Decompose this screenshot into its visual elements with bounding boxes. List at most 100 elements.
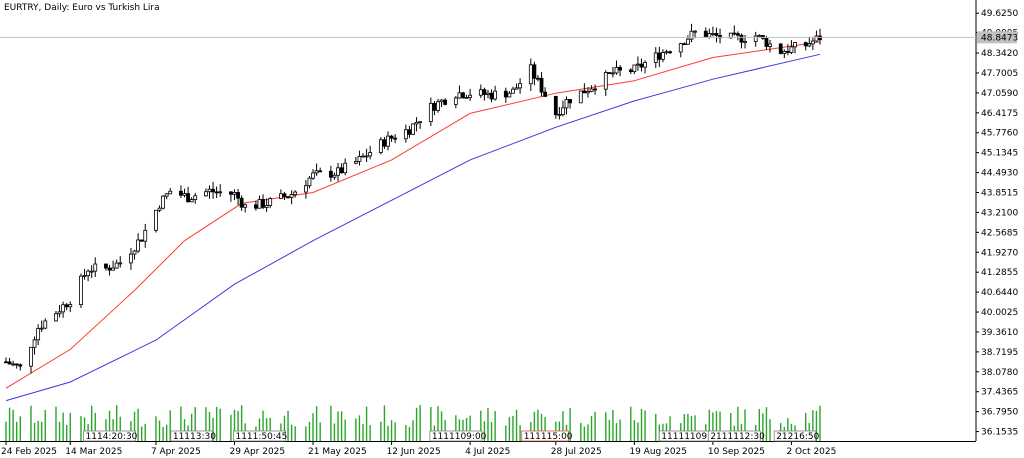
- candle-body: [532, 64, 537, 79]
- y-tick-label: 49.6250: [981, 9, 1018, 19]
- event-labels: 1114:20:30 11113:30 1111:50:45 1111109:00 11…: [83, 430, 820, 442]
- candle-body: [564, 99, 569, 109]
- y-tick-label: 36.7950: [981, 408, 1018, 418]
- candle-body: [661, 52, 665, 60]
- candle-body: [785, 51, 790, 53]
- candle-body: [578, 90, 583, 104]
- candle-body: [332, 174, 337, 178]
- candle-body: [261, 199, 265, 208]
- candle-body: [657, 52, 662, 60]
- candle-body: [328, 170, 333, 178]
- candle-body: [243, 204, 248, 208]
- candle-body: [678, 43, 683, 53]
- current-price-tag: [977, 31, 1017, 44]
- candle-body: [282, 193, 287, 198]
- candle-body: [664, 51, 669, 54]
- candle-body: [139, 239, 144, 242]
- candle-body: [318, 170, 323, 173]
- candle-body: [118, 262, 123, 265]
- candle-body: [639, 63, 644, 68]
- y-tick-label: 47.7005: [981, 69, 1018, 79]
- x-tick-label: 21 May 2025: [308, 447, 367, 457]
- candle-body: [343, 162, 348, 174]
- candle-body: [611, 72, 615, 75]
- candle-body: [11, 363, 16, 366]
- candle-body: [254, 204, 258, 209]
- candle-body: [553, 96, 558, 116]
- candle-body: [104, 263, 108, 269]
- candle-body: [586, 91, 590, 94]
- event-label-box: [233, 430, 286, 442]
- candle-body: [107, 267, 112, 271]
- candle-body: [636, 63, 640, 66]
- candle-body: [14, 363, 19, 366]
- candle-body: [229, 191, 233, 195]
- candle-body: [561, 107, 565, 116]
- candle-body: [432, 102, 437, 111]
- candle-body: [114, 262, 119, 269]
- x-tick-label: 29 Apr 2025: [229, 447, 285, 457]
- event-label: 11113:30: [173, 432, 216, 442]
- candle-body: [757, 35, 762, 37]
- candle-body: [461, 92, 465, 99]
- y-tick-label: 43.2100: [981, 208, 1018, 218]
- candle-body: [743, 41, 747, 43]
- candle-body: [428, 102, 433, 123]
- candle-body: [814, 35, 819, 42]
- candle-body: [607, 72, 612, 74]
- x-tick-label: 14 Mar 2025: [65, 447, 122, 457]
- y-tick-label: 44.4930: [981, 169, 1018, 179]
- candle-body: [136, 239, 140, 252]
- y-tick-label: 36.1535: [981, 428, 1018, 438]
- candle-body: [218, 191, 223, 194]
- event-label-box: [429, 430, 483, 442]
- candle-body: [768, 43, 772, 47]
- y-tick-label: 40.0025: [981, 308, 1018, 318]
- candle-body: [268, 198, 273, 206]
- candle-body: [7, 361, 12, 365]
- plot-area: [0, 0, 976, 441]
- candle-body: [589, 88, 594, 92]
- candle-body: [753, 35, 758, 42]
- moving-averages: [5, 41, 821, 402]
- candle-body: [61, 304, 66, 313]
- candle-body: [407, 129, 412, 135]
- candle-body: [710, 32, 715, 35]
- x-tick-label: 12 Jun 2025: [387, 447, 441, 457]
- candle-body: [693, 30, 697, 33]
- event-label: 1111109:00: [432, 432, 487, 442]
- candle-body: [614, 66, 619, 74]
- candle-body: [311, 172, 315, 179]
- candle-body: [464, 96, 469, 99]
- candle-body: [239, 197, 244, 208]
- candle-body: [32, 339, 37, 348]
- candle-body: [82, 275, 87, 277]
- event-label-box: [707, 430, 761, 442]
- candle-body: [54, 313, 58, 322]
- x-tick-label: 4 Jul 2025: [465, 447, 510, 457]
- candle-body: [257, 199, 262, 209]
- candle-body: [593, 88, 597, 91]
- y-tick-label: 46.4175: [981, 109, 1018, 119]
- candle-body: [57, 311, 62, 315]
- candle-body: [307, 177, 312, 187]
- event-label: 111115:00: [524, 432, 573, 442]
- candle-body: [436, 101, 440, 111]
- y-tick-label: 45.1345: [981, 149, 1018, 159]
- ma-fast-line: [5, 41, 821, 389]
- candle-body: [36, 328, 41, 341]
- y-tick-label: 42.5685: [981, 228, 1018, 238]
- candle-body: [536, 77, 540, 80]
- candle-body: [782, 51, 787, 54]
- candle-body: [489, 92, 494, 100]
- candle-body: [511, 88, 515, 94]
- candle-body: [79, 275, 83, 306]
- candle-body: [339, 167, 344, 174]
- candle-body: [439, 99, 444, 103]
- candle-body: [568, 99, 572, 104]
- candle-body: [39, 327, 44, 330]
- ma-slow-line: [5, 53, 821, 402]
- candle-body: [618, 66, 622, 71]
- event-label: 11111109:00: [661, 432, 722, 442]
- chart-title: EURTRY, Daily: Euro vs Turkish Lira: [4, 3, 160, 13]
